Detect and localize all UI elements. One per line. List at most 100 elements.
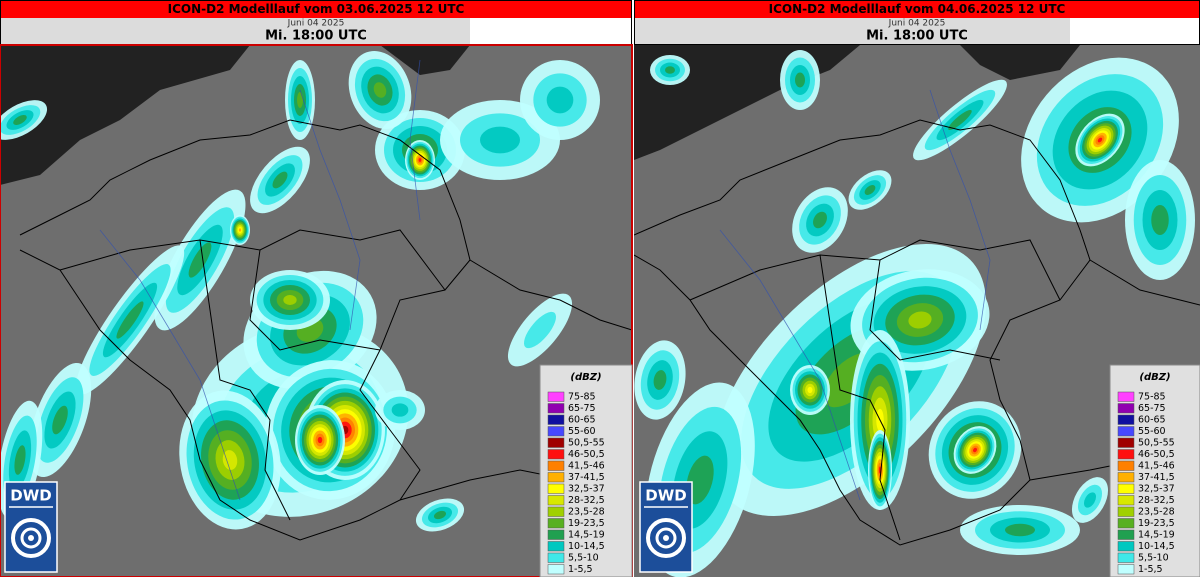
legend-swatch: [547, 449, 565, 460]
header-box: [1070, 18, 1200, 45]
legend-label: 37-41,5: [1138, 472, 1175, 483]
legend-swatch: [1117, 506, 1135, 517]
legend-label: 19-23,5: [568, 518, 605, 529]
legend: (dBZ) 75-8565-7560-6555-6050,5-5546-50,54…: [539, 364, 633, 577]
legend-swatch: [547, 552, 565, 563]
header-box: [0, 18, 470, 45]
legend-swatch: [547, 426, 565, 437]
radar-echo: [418, 158, 422, 162]
legend-swatch: [547, 472, 565, 483]
legend-label: 5,5-10: [568, 552, 599, 563]
border: [689, 239, 1200, 541]
logo-text: DWD: [645, 487, 686, 505]
legend-title: (dBZ): [1139, 372, 1170, 383]
radar-echo: [523, 311, 557, 349]
radar-echo: [116, 301, 144, 339]
legend-label: 65-75: [568, 403, 596, 414]
legend-label: 55-60: [568, 426, 596, 437]
radar-echo: [686, 455, 714, 505]
radar-echo: [272, 171, 288, 189]
radar-echo: [238, 228, 242, 232]
panel: ICON-D2 Modelllauf vom 03.06.2025 12 UTC…: [0, 0, 633, 577]
legend-label: 60-65: [1138, 414, 1166, 425]
legend-swatch: [1117, 552, 1135, 563]
river: [99, 59, 421, 501]
radar-echo: [864, 185, 876, 195]
logo-swirl: [663, 535, 669, 541]
legend-label: 10-14,5: [568, 541, 605, 552]
radar-echo: [480, 126, 520, 154]
radar-echo: [297, 92, 303, 108]
legend-label: 23,5-28: [568, 506, 605, 517]
river: [719, 89, 991, 501]
legend-swatch: [1117, 483, 1135, 494]
legend-swatch: [1117, 414, 1135, 425]
radar-echo: [391, 403, 409, 417]
title-bar: [634, 0, 1200, 18]
legend-swatch: [547, 403, 565, 414]
radar-echo: [317, 436, 323, 444]
logo-swirl: [20, 527, 42, 549]
sea: [380, 45, 470, 75]
legend-label: 14,5-19: [1138, 529, 1175, 540]
radar-echo: [1097, 137, 1103, 143]
forecast-time: Mi. 18:00 UTC: [265, 29, 367, 44]
forecast-time: Mi. 18:00 UTC: [866, 29, 968, 44]
legend-label: 28-32,5: [1138, 495, 1175, 506]
radar-echo: [283, 295, 297, 305]
legend-label: 65-75: [1138, 403, 1166, 414]
legend-swatch: [1117, 437, 1135, 448]
logo-swirl: [28, 535, 34, 541]
legend-label: 10-14,5: [1138, 541, 1175, 552]
radar-echo: [13, 115, 27, 125]
radar-echo: [948, 109, 972, 131]
run-title: ICON-D2 Modelllauf vom 03.06.2025 12 UTC: [168, 2, 465, 16]
legend-swatch: [1117, 564, 1135, 575]
legend-swatch: [1117, 449, 1135, 460]
legend-label: 32,5-37: [568, 483, 605, 494]
legend-swatch: [547, 460, 565, 471]
legend-swatch: [547, 391, 565, 402]
legend-swatch: [1117, 529, 1135, 540]
legend-label: 28-32,5: [568, 495, 605, 506]
logo: DWD: [639, 481, 693, 573]
legend-label: 19-23,5: [1138, 518, 1175, 529]
forecast-date: Juni 04 2025: [888, 19, 946, 29]
radar-echo: [1005, 523, 1035, 537]
legend-swatch: [547, 541, 565, 552]
border: [634, 119, 1091, 546]
logo-swirl: [655, 527, 677, 549]
legend-label: 32,5-37: [1138, 483, 1175, 494]
radar-echo: [373, 82, 387, 98]
radar-echo: [807, 386, 813, 394]
legend-label: 46-50,5: [568, 449, 605, 460]
radar-echo: [665, 66, 675, 74]
legend-label: 75-85: [568, 391, 596, 402]
legend-swatch: [547, 529, 565, 540]
legend-swatch: [1117, 495, 1135, 506]
map-frame: [0, 44, 633, 577]
radar-echo: [546, 86, 574, 114]
legend-swatch: [547, 506, 565, 517]
legend-swatch: [547, 483, 565, 494]
panel: ICON-D2 Modelllauf vom 04.06.2025 12 UTC…: [634, 0, 1200, 577]
sea: [960, 45, 1080, 80]
radar-echo: [222, 450, 238, 470]
radar-echo: [14, 445, 26, 475]
legend-label: 23,5-28: [1138, 506, 1175, 517]
legend-label: 75-85: [1138, 391, 1166, 402]
logo-swirl: [646, 518, 686, 558]
border: [59, 229, 632, 521]
legend-swatch: [1117, 541, 1135, 552]
legend-swatch: [547, 437, 565, 448]
radar-echo: [1083, 492, 1097, 508]
logo: DWD: [4, 481, 58, 573]
legend-title: (dBZ): [570, 372, 601, 383]
legend-label: 41,5-46: [1138, 460, 1175, 471]
legend-label: 1-5,5: [1138, 564, 1163, 575]
radar-echo: [908, 311, 932, 329]
sea: [0, 45, 250, 185]
run-title: ICON-D2 Modelllauf vom 04.06.2025 12 UTC: [769, 2, 1066, 16]
logo-text: DWD: [10, 487, 51, 505]
radar-echo: [813, 211, 827, 229]
